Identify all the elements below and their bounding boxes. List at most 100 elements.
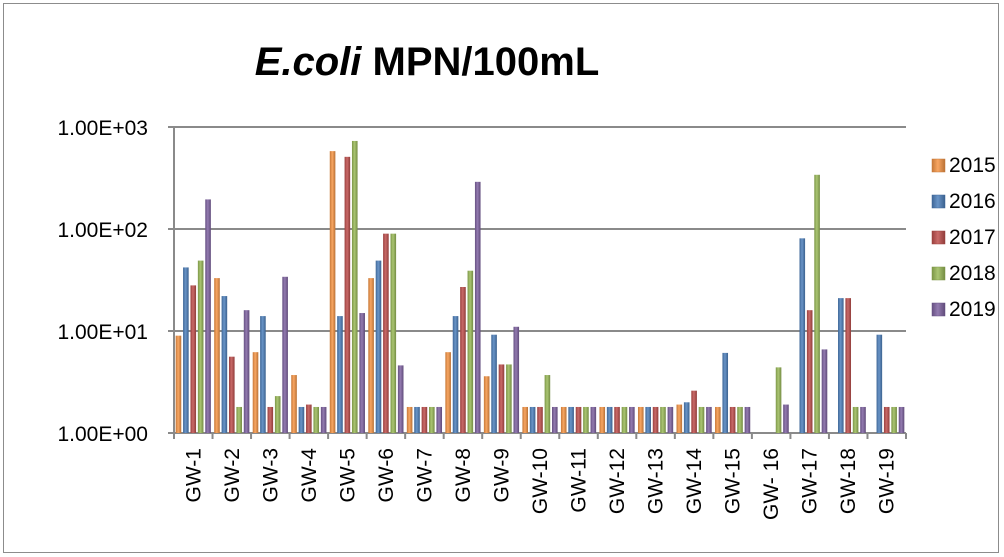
bar-2019-GW-4 bbox=[320, 406, 327, 433]
x-tick-label: GW-12 bbox=[606, 448, 629, 514]
bar-2015-GW-14 bbox=[676, 404, 683, 433]
bar-2017-GW-14 bbox=[691, 390, 697, 433]
bar-2018-GW-12 bbox=[621, 406, 628, 433]
bar-2015-GW-11 bbox=[560, 406, 567, 433]
bar-2017-GW-17 bbox=[806, 310, 813, 433]
bar-2019-GW-18 bbox=[860, 406, 866, 433]
bar-2017-GW-7 bbox=[421, 406, 428, 433]
bar-2015-GW-10 bbox=[522, 406, 528, 433]
x-tick-label: GW-11 bbox=[568, 448, 591, 513]
bar-2018-GW-3 bbox=[274, 396, 281, 433]
y-tick-label: 1.00E+02 bbox=[57, 219, 148, 242]
bar-2018-GW-10 bbox=[544, 375, 551, 433]
bar-2015-GW-5 bbox=[329, 151, 336, 433]
bar-2017-GW-2 bbox=[228, 356, 235, 433]
chart-title-rest: MPN/100mL bbox=[361, 40, 600, 84]
bar-2018-GW-14 bbox=[698, 406, 705, 433]
bar-2017-GW-5 bbox=[344, 156, 351, 434]
bar-2017-GW-11 bbox=[575, 406, 582, 433]
bar-2019-GW-2 bbox=[243, 310, 250, 433]
x-tick-label: GW-2 bbox=[221, 448, 244, 502]
bar-2018-GW-6 bbox=[390, 233, 397, 433]
bar-2019-GW-15 bbox=[744, 406, 751, 433]
bar-2016-GW-13 bbox=[645, 406, 651, 433]
bar-2016-GW-8 bbox=[452, 316, 459, 433]
x-tick-label: GW- 16 bbox=[760, 448, 783, 520]
x-tick-label: GW-14 bbox=[683, 448, 706, 514]
x-tick-label: GW-9 bbox=[490, 448, 513, 502]
bar-2015-GW-1 bbox=[175, 335, 182, 433]
bar-2016-GW-17 bbox=[799, 238, 806, 433]
x-tick-label: GW-13 bbox=[645, 448, 668, 514]
bar-2015-GW-3 bbox=[252, 352, 259, 433]
x-tick-label: GW-1 bbox=[182, 448, 205, 502]
bar-2017-GW-1 bbox=[190, 285, 197, 433]
x-tick-label: GW-17 bbox=[799, 448, 822, 514]
bar-2019-GW-6 bbox=[397, 365, 404, 433]
bar-2018-GW-13 bbox=[660, 406, 666, 433]
bar-2018-GW-7 bbox=[429, 406, 435, 433]
y-tick-label: 1.00E+00 bbox=[57, 423, 148, 446]
bar-2016-GW-7 bbox=[414, 406, 420, 433]
bar-2019-GW-17 bbox=[821, 349, 828, 433]
bar-2016-GW-5 bbox=[337, 316, 343, 433]
bar-2016-GW-11 bbox=[568, 406, 574, 433]
bar-2019-GW-3 bbox=[282, 276, 288, 433]
x-tick-label: GW-3 bbox=[259, 448, 282, 502]
legend-swatch-2019 bbox=[931, 302, 946, 317]
bar-2016-GW-9 bbox=[491, 334, 497, 433]
bar-2019-GW-11 bbox=[590, 406, 597, 433]
bar-2019-GW-16 bbox=[783, 404, 789, 433]
bar-2019-GW-14 bbox=[706, 406, 712, 433]
legend-swatch-2018 bbox=[931, 266, 946, 281]
bar-2015-GW-12 bbox=[599, 406, 606, 433]
bar-2019-GW-5 bbox=[359, 313, 365, 433]
bar-2017-GW-8 bbox=[460, 287, 466, 433]
bar-2015-GW-15 bbox=[715, 406, 721, 433]
legend-swatch-2015 bbox=[931, 158, 946, 173]
bar-2016-GW-2 bbox=[221, 296, 228, 433]
bar-2017-GW-10 bbox=[537, 406, 543, 433]
bar-2016-GW-14 bbox=[683, 402, 690, 433]
bar-2016-GW-18 bbox=[838, 298, 844, 433]
bar-2019-GW-10 bbox=[552, 406, 558, 433]
bar-2015-GW-7 bbox=[406, 406, 413, 433]
bar-2019-GW-7 bbox=[436, 406, 443, 433]
bar-2017-GW-18 bbox=[845, 298, 852, 433]
bar-2015-GW-9 bbox=[483, 376, 490, 433]
bar-2015-GW-2 bbox=[214, 278, 220, 433]
bar-2017-GW-12 bbox=[614, 406, 620, 433]
bar-2016-GW-19 bbox=[876, 334, 883, 433]
bar-2019-GW-19 bbox=[898, 406, 905, 433]
legend-swatch-2016 bbox=[931, 194, 946, 209]
bar-2016-GW-12 bbox=[606, 406, 613, 433]
bar-2019-GW-9 bbox=[513, 326, 520, 433]
bar-2016-GW-15 bbox=[722, 352, 729, 433]
bar-2018-GW-2 bbox=[236, 406, 242, 433]
bar-2018-GW-8 bbox=[467, 270, 474, 433]
x-tick-label: GW-8 bbox=[452, 448, 475, 502]
legend-label-2017: 2017 bbox=[949, 226, 996, 249]
bar-2019-GW-13 bbox=[667, 406, 674, 433]
bar-2015-GW-13 bbox=[637, 406, 644, 433]
legend-label-2018: 2018 bbox=[949, 262, 996, 285]
bar-2019-GW-1 bbox=[205, 199, 211, 433]
bar-2016-GW-1 bbox=[183, 267, 189, 433]
bar-2016-GW-3 bbox=[260, 316, 266, 433]
bar-2015-GW-8 bbox=[445, 352, 451, 433]
bar-2016-GW-6 bbox=[375, 260, 382, 433]
bar-2018-GW-19 bbox=[891, 406, 897, 433]
chart-title-italic: E.coli bbox=[254, 40, 362, 84]
bar-2018-GW-1 bbox=[197, 260, 204, 433]
x-tick-label: GW-4 bbox=[298, 448, 321, 503]
bar-2017-GW-19 bbox=[883, 406, 890, 433]
bar-2018-GW-9 bbox=[506, 364, 512, 433]
legend-label-2016: 2016 bbox=[949, 190, 996, 213]
legend-label-2019: 2019 bbox=[949, 298, 996, 321]
bar-2017-GW-6 bbox=[383, 233, 389, 433]
bar-2017-GW-4 bbox=[306, 404, 312, 433]
x-tick-label: GW-7 bbox=[413, 448, 436, 502]
bar-2015-GW-4 bbox=[291, 375, 297, 433]
bar-2019-GW-12 bbox=[629, 406, 635, 433]
